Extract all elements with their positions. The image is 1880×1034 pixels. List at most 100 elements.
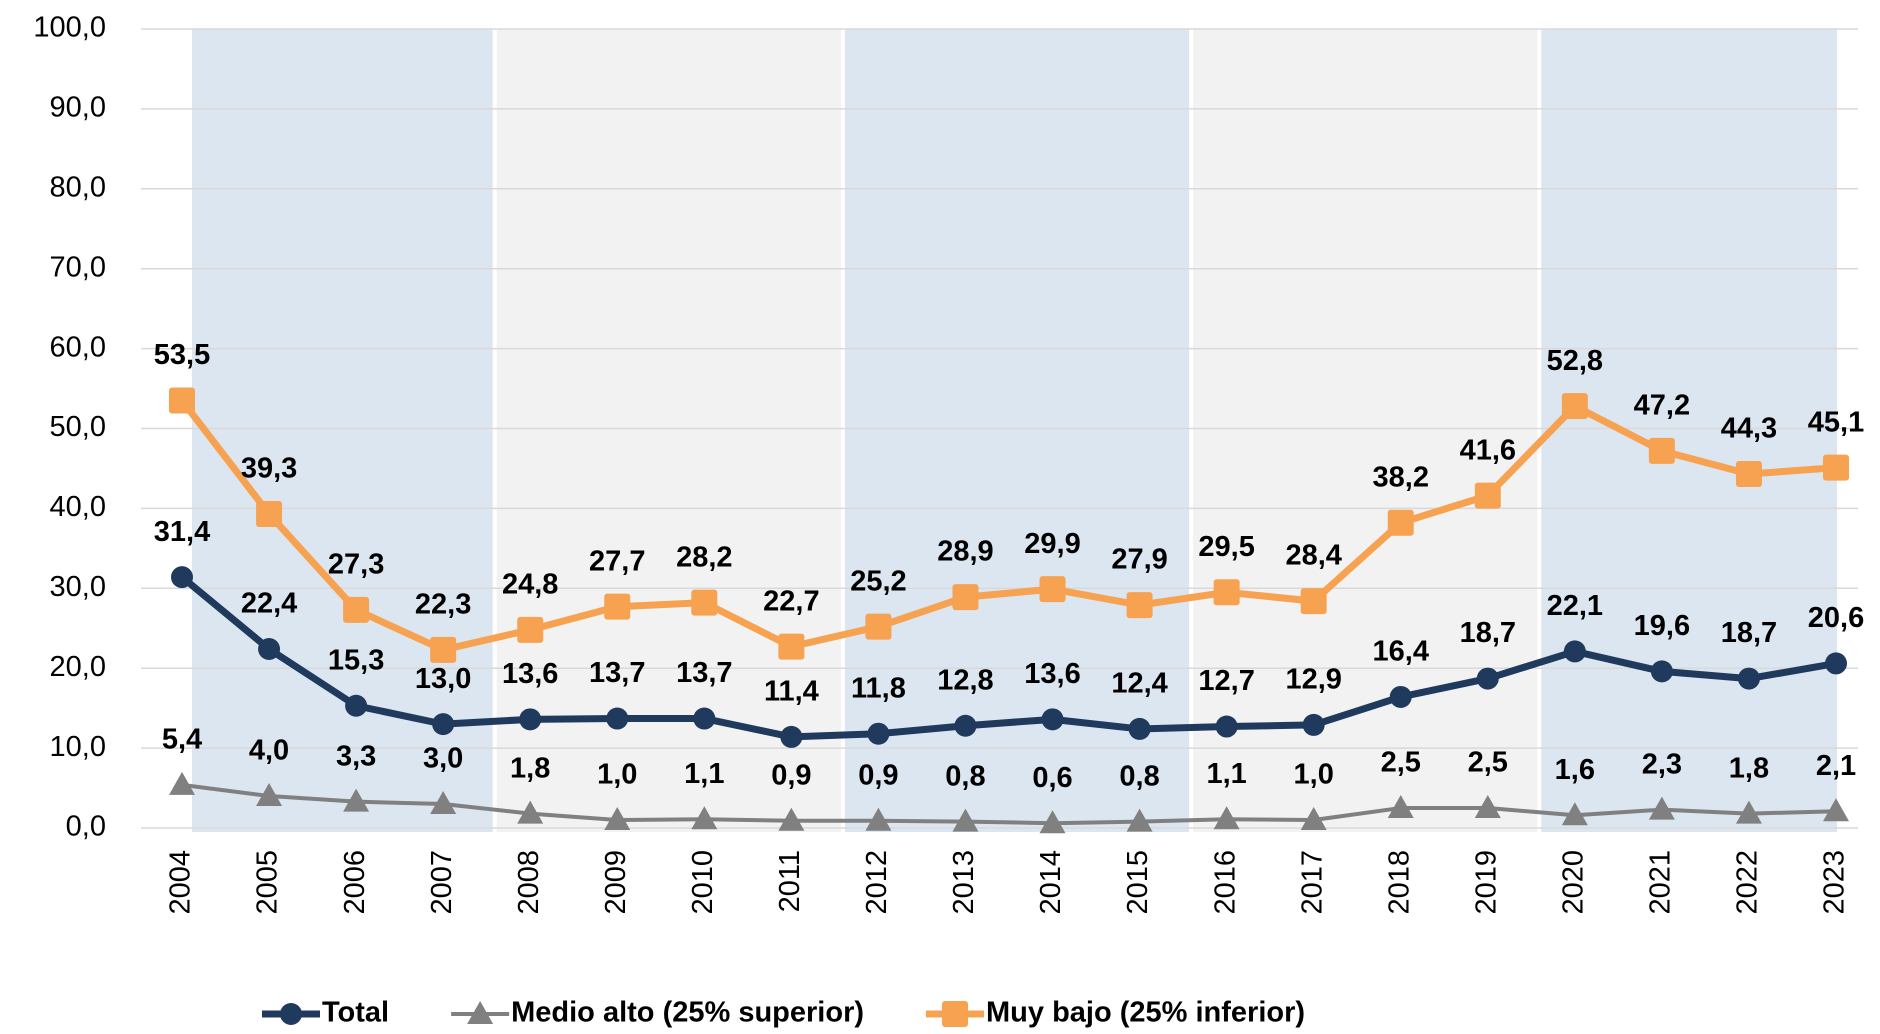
y-tick-label: 100,0 <box>33 12 106 44</box>
data-label: 29,9 <box>1024 528 1080 560</box>
point <box>952 808 979 832</box>
legend-label: Muy bajo (25% inferior) <box>986 997 1305 1029</box>
point <box>1561 802 1588 826</box>
data-label: 12,9 <box>1285 664 1341 696</box>
data-label: 53,5 <box>154 339 210 371</box>
point <box>256 783 283 807</box>
data-label: 2,1 <box>1816 750 1856 782</box>
legend-marker <box>280 1003 302 1025</box>
point <box>517 616 544 643</box>
point <box>1387 795 1414 819</box>
point <box>1300 807 1327 831</box>
data-label: 19,6 <box>1634 610 1690 642</box>
point <box>1823 798 1849 822</box>
x-tick-label: 2005 <box>252 850 284 915</box>
point <box>1735 800 1762 824</box>
x-tick-label: 2007 <box>426 850 458 915</box>
point <box>1561 393 1588 420</box>
data-label: 18,7 <box>1460 617 1516 649</box>
point <box>1650 660 1673 683</box>
point <box>1563 640 1586 663</box>
point <box>1735 461 1762 488</box>
data-label: 22,7 <box>763 585 819 617</box>
point <box>1041 708 1064 731</box>
data-label: 18,7 <box>1721 617 1777 649</box>
data-label: 0,6 <box>1032 762 1072 794</box>
data-label: 12,4 <box>1111 668 1167 700</box>
point <box>519 708 542 731</box>
data-label: 52,8 <box>1547 345 1603 377</box>
point <box>693 707 716 730</box>
legend-marker <box>467 1001 494 1024</box>
point <box>169 771 195 795</box>
data-label: 15,3 <box>328 644 384 676</box>
period-band <box>844 29 1190 832</box>
data-label: 13,0 <box>415 663 471 695</box>
point <box>1302 713 1325 736</box>
x-tick-label: 2013 <box>948 850 980 915</box>
y-tick-label: 0,0 <box>66 811 106 843</box>
point <box>865 613 892 640</box>
data-label: 38,2 <box>1373 461 1429 493</box>
data-label: 27,7 <box>589 545 645 577</box>
y-tick-label: 20,0 <box>50 651 106 683</box>
x-tick-label: 2011 <box>774 850 806 912</box>
data-label: 45,1 <box>1808 406 1864 438</box>
data-label: 1,0 <box>1294 759 1334 791</box>
point <box>1823 454 1849 481</box>
point <box>1474 795 1501 819</box>
data-label: 1,1 <box>684 758 724 790</box>
point <box>1300 588 1327 615</box>
period-band <box>496 29 841 832</box>
point <box>1648 796 1675 820</box>
point <box>343 596 370 623</box>
period-band <box>1541 29 1837 832</box>
point <box>430 791 457 815</box>
data-label: 11,8 <box>851 672 906 704</box>
point <box>1039 810 1066 834</box>
data-label: 22,1 <box>1547 590 1603 622</box>
data-label: 2,5 <box>1381 747 1421 779</box>
x-tick-label: 2009 <box>600 850 632 915</box>
data-label: 13,7 <box>676 657 732 689</box>
data-label: 28,2 <box>676 541 732 573</box>
data-label: 0,9 <box>858 759 898 791</box>
data-label: 44,3 <box>1721 413 1777 445</box>
point <box>606 707 629 730</box>
y-tick-label: 80,0 <box>50 171 106 203</box>
point <box>867 722 890 745</box>
point <box>604 807 631 831</box>
point <box>343 788 370 812</box>
point <box>778 807 805 831</box>
point <box>1825 652 1847 675</box>
y-tick-label: 30,0 <box>50 571 106 603</box>
point <box>1648 437 1675 464</box>
point <box>865 807 892 831</box>
y-tick-label: 10,0 <box>50 731 106 763</box>
data-label: 41,6 <box>1460 434 1516 466</box>
point <box>1737 667 1760 690</box>
point <box>952 584 979 611</box>
point <box>1126 808 1153 832</box>
point <box>691 806 718 830</box>
data-label: 2,5 <box>1468 747 1508 779</box>
x-tick-label: 2010 <box>687 850 719 915</box>
data-label: 0,8 <box>1119 760 1159 792</box>
data-label: 31,4 <box>154 516 210 548</box>
legend-label: Medio alto (25% superior) <box>511 997 864 1029</box>
data-label: 2,3 <box>1642 748 1682 780</box>
data-label: 1,1 <box>1206 758 1246 790</box>
data-label: 28,9 <box>937 536 993 568</box>
point <box>171 566 193 589</box>
data-label: 27,3 <box>328 549 384 581</box>
point <box>517 800 544 824</box>
data-label: 1,6 <box>1555 754 1595 786</box>
data-label: 25,2 <box>850 565 906 597</box>
point <box>954 714 977 737</box>
legend-label: Total <box>322 997 389 1029</box>
data-label: 22,3 <box>415 588 471 620</box>
point <box>1389 685 1412 708</box>
data-label: 3,0 <box>423 743 463 775</box>
data-label: 0,9 <box>771 759 811 791</box>
